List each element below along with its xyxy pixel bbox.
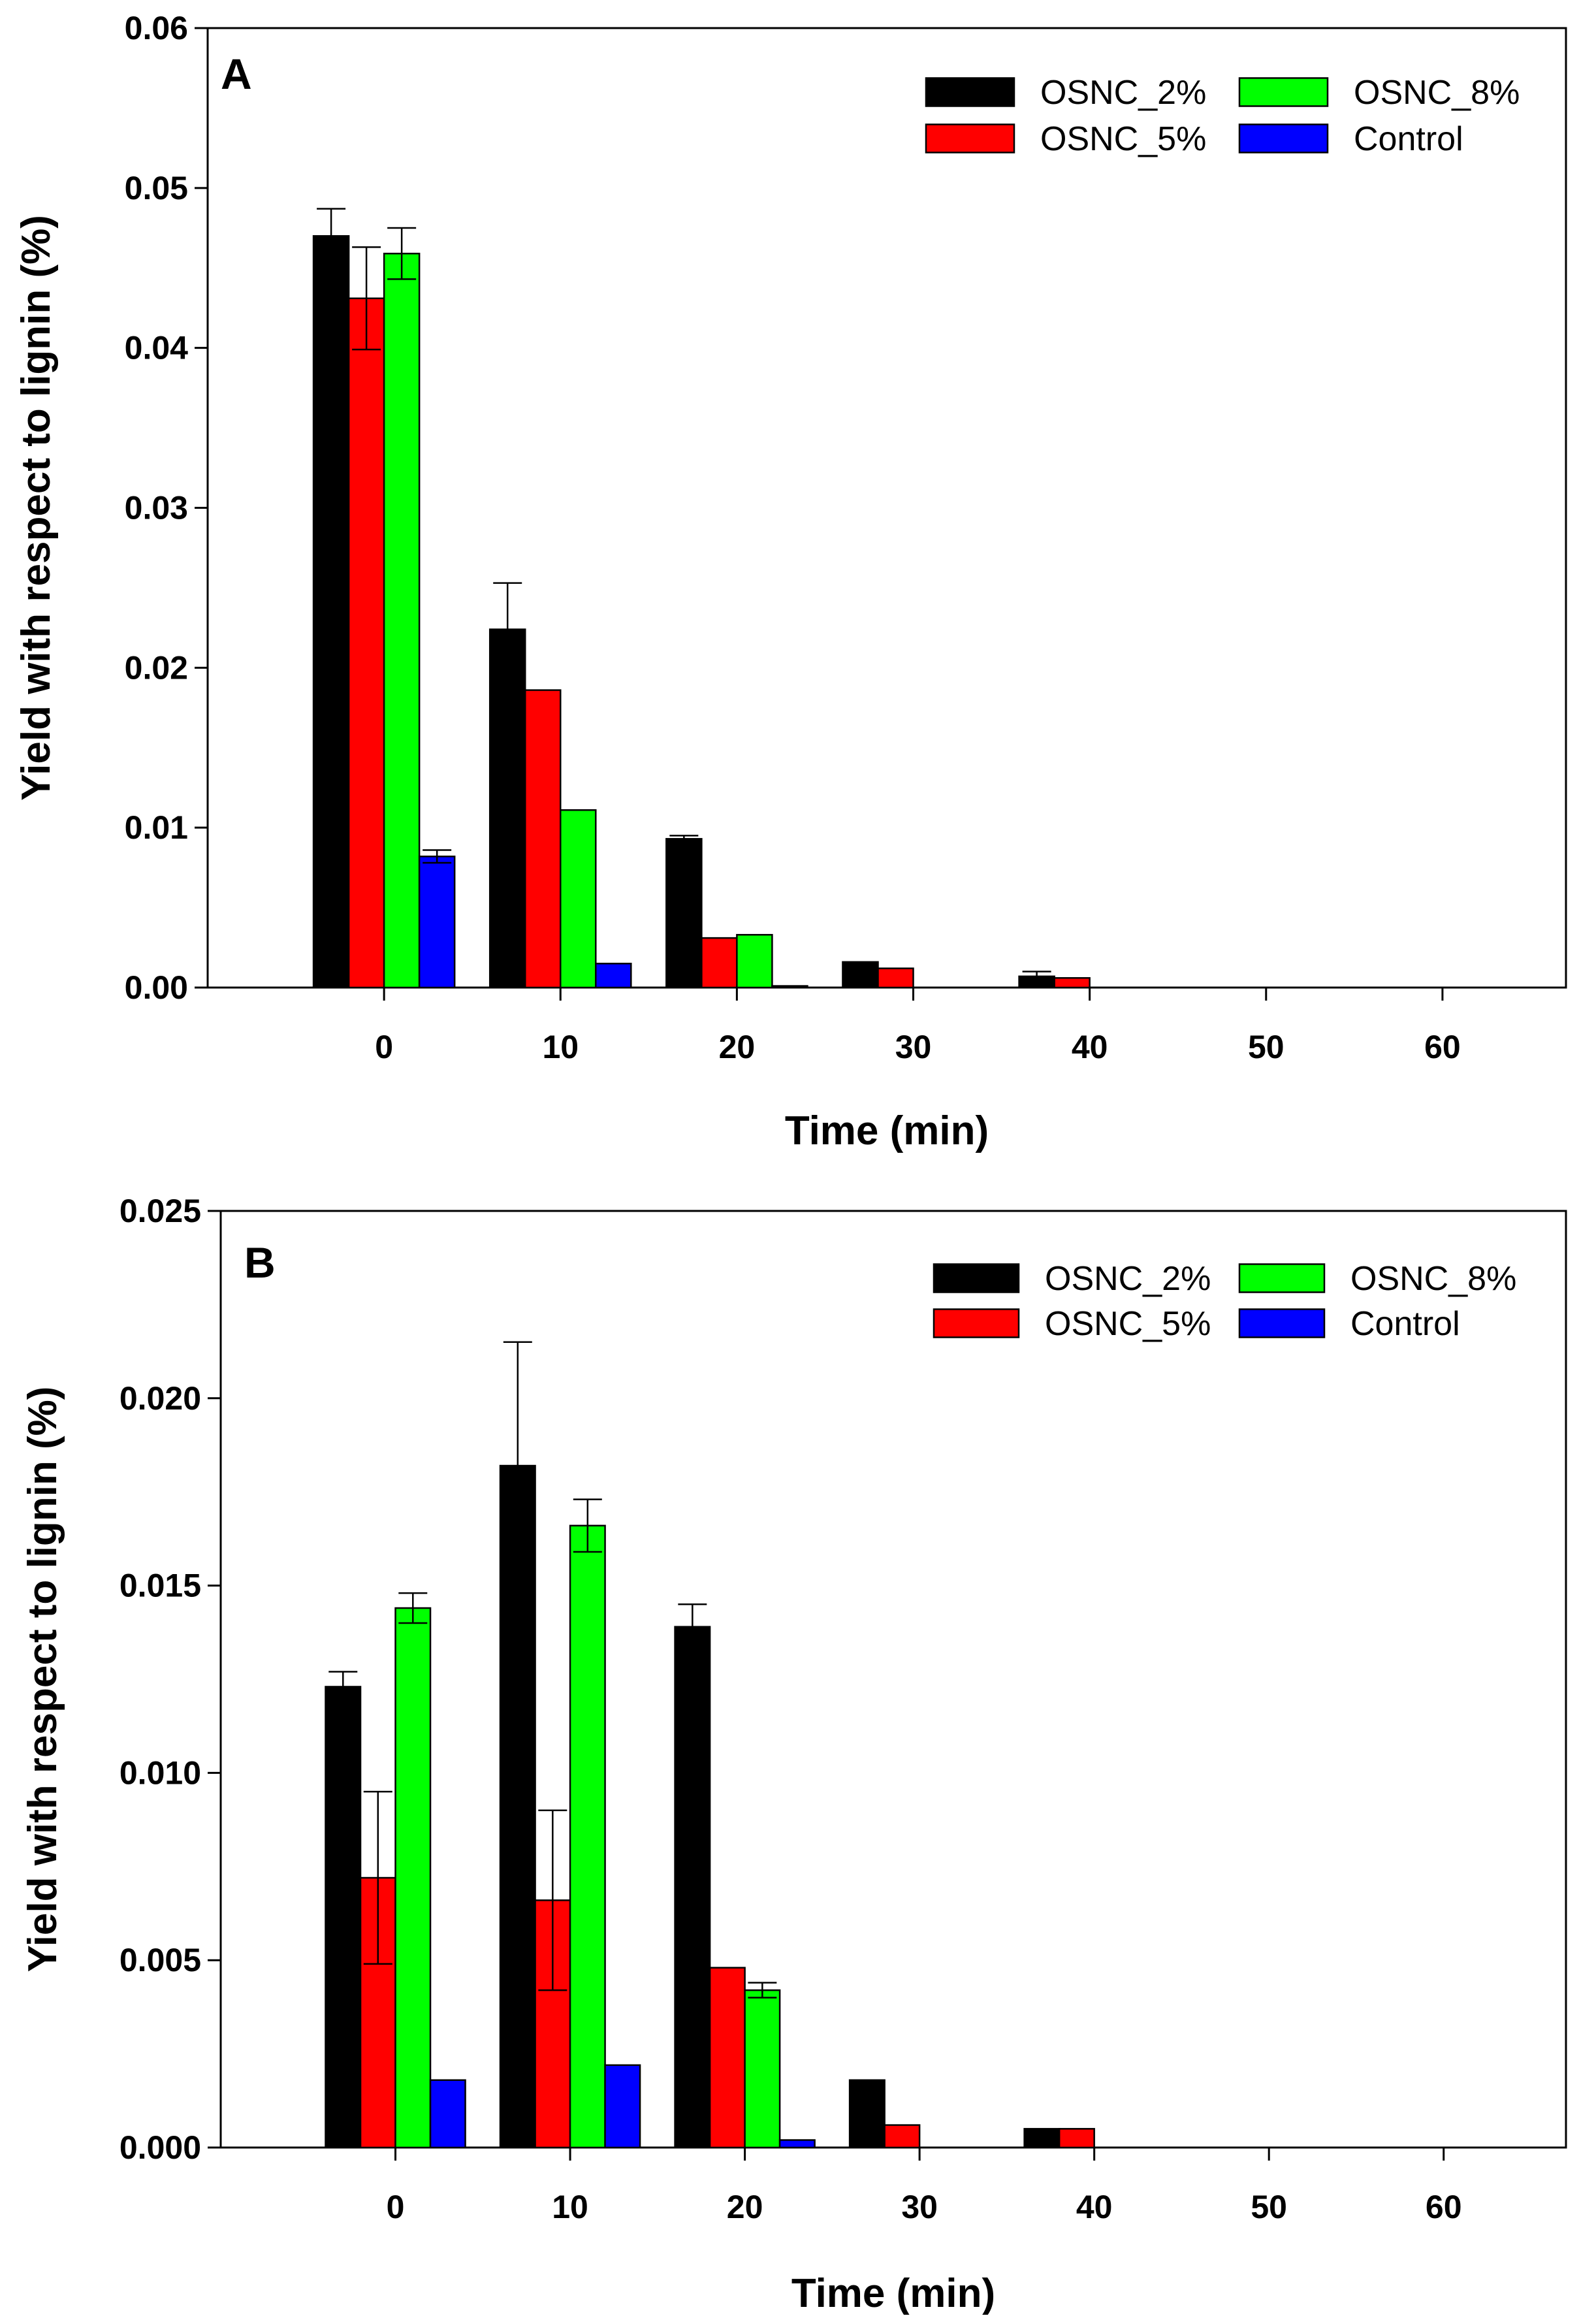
x-axis-title: Time (min)	[791, 2271, 995, 2315]
x-tick-label: 10	[542, 1029, 579, 1065]
bar	[1023, 2128, 1061, 2149]
y-tick-label: 0.04	[125, 330, 189, 366]
legend-label: OSNC_8%	[1350, 1260, 1516, 1298]
x-tick-label: 60	[1426, 2189, 1462, 2225]
legend-swatch	[925, 123, 1015, 153]
bar	[383, 252, 421, 989]
bar	[418, 855, 456, 989]
bar	[877, 967, 914, 989]
bar	[771, 985, 808, 989]
panel-a: 0.00 0.01 0.02 0.03 0.04 0.05 0.06 0 10 20 30 40 50 6…	[14, 10, 1567, 1153]
legend-swatch	[1238, 77, 1329, 107]
bar	[701, 937, 738, 989]
legend-label: Control	[1354, 120, 1463, 158]
bar	[884, 2124, 921, 2149]
bar	[595, 963, 632, 989]
bar	[604, 2064, 641, 2149]
bar	[709, 1967, 746, 2149]
x-tick-label: 50	[1248, 1029, 1285, 1065]
y-tick-label: 0.005	[120, 1942, 201, 1978]
y-tick-label: 0.025	[120, 1193, 201, 1229]
bar	[524, 689, 562, 989]
x-tick-label: 10	[552, 2189, 588, 2225]
x-tick-label: 20	[719, 1029, 756, 1065]
y-axis-title: Yield with respect to lignin (%)	[14, 215, 59, 801]
bar	[1058, 2128, 1095, 2149]
x-tick-label: 20	[727, 2189, 763, 2225]
x-tick-label: 50	[1251, 2189, 1287, 2225]
y-tick-label: 0.05	[125, 170, 188, 206]
legend-swatch	[933, 1308, 1020, 1338]
bar	[665, 838, 703, 989]
panel-label: B	[244, 1238, 276, 1287]
panel-b: 0.000 0.005 0.010 0.015 0.020 0.025 0 10 20 30 40 5…	[20, 1193, 1567, 2316]
bar	[674, 1626, 711, 2149]
legend-label: OSNC_8%	[1354, 74, 1520, 112]
x-axis-title: Time (min)	[785, 1108, 989, 1153]
x-tick-label: 30	[901, 2189, 938, 2225]
legend-swatch	[1238, 1263, 1326, 1293]
y-tick-label: 0.000	[120, 2129, 201, 2166]
legend-label: OSNC_2%	[1045, 1260, 1211, 1298]
panel-label: A	[221, 50, 252, 98]
bar	[560, 809, 597, 989]
y-tick-label: 0.00	[125, 969, 188, 1006]
bar	[312, 235, 350, 989]
bar	[394, 1607, 432, 2149]
bar	[429, 2079, 466, 2149]
legend-label: OSNC_2%	[1040, 74, 1206, 112]
bar	[488, 628, 526, 989]
legend-label: OSNC_5%	[1045, 1305, 1211, 1343]
x-tick-label: 40	[1076, 2189, 1113, 2225]
x-tick-label: 0	[387, 2189, 405, 2225]
y-tick-label: 0.06	[125, 10, 188, 46]
legend-swatch	[1238, 123, 1329, 153]
legend-swatch	[1238, 1308, 1326, 1338]
x-tick-label: 60	[1424, 1029, 1461, 1065]
bar	[744, 1989, 781, 2149]
bar	[778, 2139, 816, 2149]
bar	[842, 961, 879, 989]
y-tick-label: 0.015	[120, 1568, 201, 1604]
legend-swatch	[925, 77, 1015, 107]
y-tick-label: 0.02	[125, 649, 188, 686]
y-tick-label: 0.010	[120, 1754, 201, 1791]
x-tick-label: 30	[895, 1029, 932, 1065]
legend-label: Control	[1350, 1305, 1460, 1343]
y-tick-label: 0.020	[120, 1380, 201, 1417]
x-tick-label: 40	[1072, 1029, 1108, 1065]
bar	[1053, 977, 1091, 989]
legend-swatch	[933, 1263, 1020, 1293]
y-tick-label: 0.01	[125, 809, 188, 846]
bar	[569, 1524, 606, 2149]
y-tick-label: 0.03	[125, 490, 188, 526]
legend-label: OSNC_5%	[1040, 120, 1206, 158]
bar	[848, 2079, 886, 2149]
x-tick-label: 0	[375, 1029, 393, 1065]
bar	[736, 933, 773, 989]
bar	[347, 297, 385, 989]
y-axis-title: Yield with respect to lignin (%)	[20, 1387, 65, 1972]
bar	[325, 1686, 362, 2149]
